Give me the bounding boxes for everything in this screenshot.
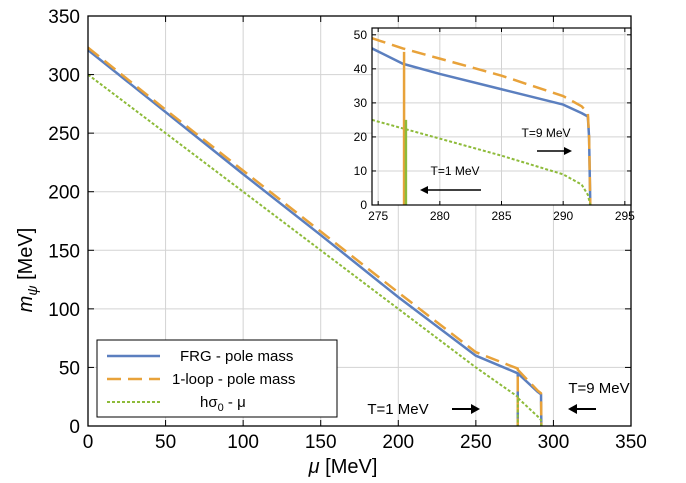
series-line xyxy=(88,46,543,426)
series-line xyxy=(372,37,592,205)
legend-label-1loop: 1-loop - pole mass xyxy=(172,371,295,388)
y-tick-label: 50 xyxy=(354,28,368,42)
x-tick-label: 350 xyxy=(615,432,647,453)
x-tick-label: 200 xyxy=(382,432,414,453)
inset-plot: 275 280 285 290 295 0 10 20 30 40 50 xyxy=(354,27,636,223)
series-line xyxy=(372,118,592,205)
y-tick-label: 200 xyxy=(48,183,80,204)
x-tick-label: 100 xyxy=(227,432,259,453)
y-tick-label: 0 xyxy=(69,417,80,438)
x-tick-label: 275 xyxy=(368,209,388,223)
svg-text:T=1 MeV: T=1 MeV xyxy=(430,164,479,178)
y-tick-label: 30 xyxy=(354,96,368,110)
y-tick-label: 100 xyxy=(48,300,80,321)
y-tick-label: 20 xyxy=(354,130,368,144)
svg-text:T=9 MeV: T=9 MeV xyxy=(568,380,629,397)
svg-text:T=1 MeV: T=1 MeV xyxy=(367,401,428,418)
x-tick-label: 50 xyxy=(155,432,176,453)
inset-tick-labels: 275 280 285 290 295 0 10 20 30 40 50 xyxy=(354,28,636,223)
y-tick-label: 50 xyxy=(59,358,80,379)
main-annotation-t9: T=9 MeV xyxy=(568,380,630,414)
main-series xyxy=(88,46,543,426)
x-tick-label: 295 xyxy=(615,209,635,223)
x-tick-label: 280 xyxy=(430,209,450,223)
y-tick-label: 40 xyxy=(354,62,368,76)
y-tick-label: 250 xyxy=(48,124,80,145)
y-tick-label: 10 xyxy=(354,164,368,178)
x-axis-title: μ [MeV] xyxy=(308,456,378,478)
legend: FRG - pole mass 1-loop - pole mass hσ0 -… xyxy=(96,339,338,418)
x-tick-label: 285 xyxy=(491,209,511,223)
inset-grid xyxy=(372,28,631,206)
x-tick-label: 250 xyxy=(460,432,492,453)
inset-series xyxy=(372,37,592,205)
x-tick-label: 150 xyxy=(305,432,337,453)
x-tick-label: 290 xyxy=(553,209,573,223)
y-tick-label: 350 xyxy=(48,7,80,28)
legend-label-frg: FRG - pole mass xyxy=(180,348,293,365)
inset-annotation-t9: T=9 MeV xyxy=(521,126,572,155)
inset-ticks xyxy=(372,28,631,206)
main-plot-frame xyxy=(87,15,632,427)
main-annotation-t1: T=1 MeV xyxy=(367,401,480,418)
main-tick-labels: 0 50 100 150 200 250 300 3500501001502002503003… xyxy=(48,7,647,453)
main-plot: 0 50 100 150 200 250 300 3500501001502002503003… xyxy=(48,7,647,453)
x-tick-label: 0 xyxy=(83,432,94,453)
legend-label-hsigma: hσ0 - μ xyxy=(200,394,246,414)
series-line xyxy=(372,47,592,205)
inset-annotation-t1: T=1 MeV xyxy=(420,164,481,194)
svg-text:T=9 MeV: T=9 MeV xyxy=(521,126,570,140)
series-line xyxy=(88,73,543,426)
x-tick-label: 300 xyxy=(538,432,570,453)
y-tick-label: 150 xyxy=(48,241,80,262)
y-axis-title: mψ [MeV] xyxy=(15,228,40,313)
y-tick-label: 300 xyxy=(48,66,80,87)
y-tick-label: 0 xyxy=(360,198,367,212)
